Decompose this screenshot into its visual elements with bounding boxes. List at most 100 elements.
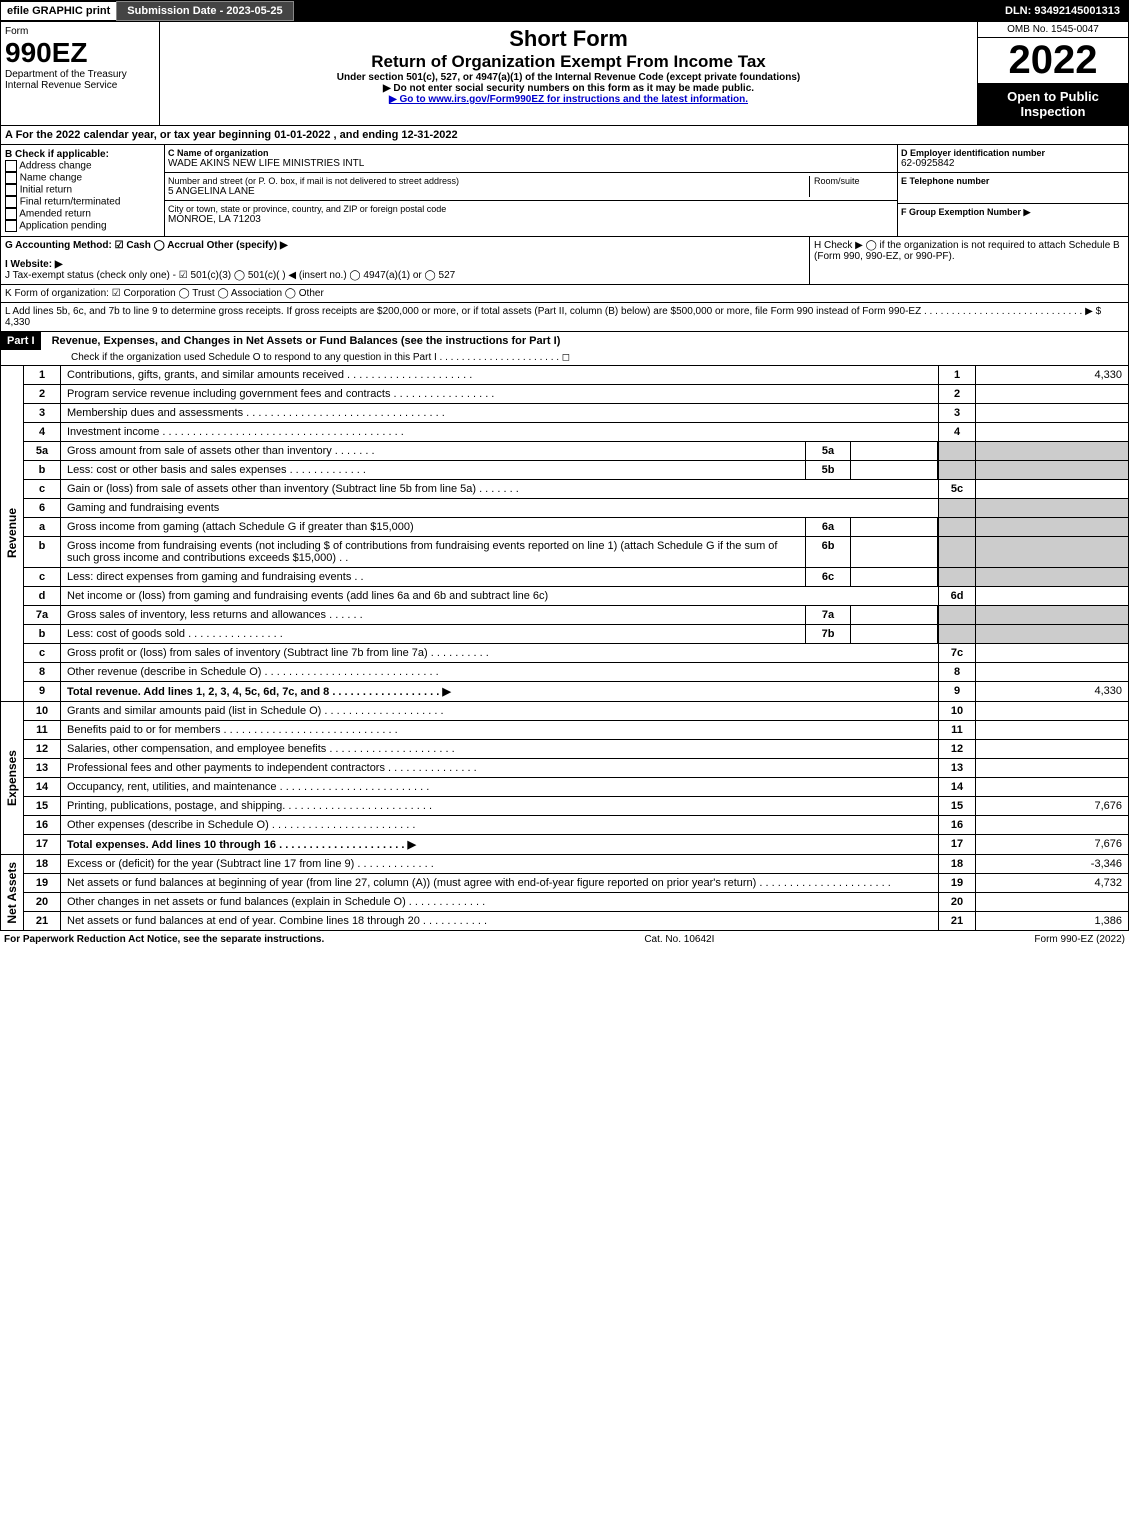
b-opt-0[interactable]: Address change (5, 160, 160, 172)
ln-4: 4 (24, 423, 61, 441)
f-label: F Group Exemption Number ▶ (901, 207, 1125, 218)
ln-10: 10 (24, 702, 61, 720)
ld-17: Total expenses. Add lines 10 through 16 … (61, 835, 938, 854)
ib-5a: 5a (805, 442, 851, 460)
irs-link[interactable]: ▶ Go to www.irs.gov/Form990EZ for instru… (389, 94, 748, 105)
footer: For Paperwork Reduction Act Notice, see … (0, 931, 1129, 948)
ln-19: 19 (24, 874, 61, 892)
iv-6b[interactable] (851, 537, 938, 567)
submission-date-btn[interactable]: Submission Date - 2023-05-25 (116, 1, 293, 21)
revenue-vlabel: Revenue (5, 503, 19, 563)
ln-20: 20 (24, 893, 61, 911)
lb-11: 11 (938, 721, 976, 739)
line-a: A For the 2022 calendar year, or tax yea… (0, 126, 1129, 145)
lv-2 (976, 385, 1128, 403)
ln-14: 14 (24, 778, 61, 796)
ln-11: 11 (24, 721, 61, 739)
lv-7a (976, 606, 1128, 624)
ln-6a: a (24, 518, 61, 536)
iv-5a[interactable] (851, 442, 938, 460)
tax-year: 2022 (978, 38, 1128, 83)
b-opt-3[interactable]: Final return/terminated (5, 196, 160, 208)
lv-19: 4,732 (976, 874, 1128, 892)
ld-6b: Gross income from fundraising events (no… (61, 537, 805, 567)
ld-16: Other expenses (describe in Schedule O) … (61, 816, 938, 834)
form-header-row: Form 990EZ Department of the Treasury In… (0, 22, 1129, 126)
ld-1: Contributions, gifts, grants, and simila… (61, 366, 938, 384)
lv-13 (976, 759, 1128, 777)
lv-20 (976, 893, 1128, 911)
iv-6c[interactable] (851, 568, 938, 586)
lv-12 (976, 740, 1128, 758)
lv-6b (976, 537, 1128, 567)
lv-17: 7,676 (976, 835, 1128, 854)
lb-6b (938, 537, 976, 567)
netassets-vlabel-col: Net Assets (1, 855, 24, 930)
city: MONROE, LA 71203 (168, 214, 894, 225)
form-id-col: Form 990EZ Department of the Treasury In… (1, 22, 160, 125)
ld-6c: Less: direct expenses from gaming and fu… (61, 568, 805, 586)
netassets-section: Net Assets 18Excess or (deficit) for the… (0, 855, 1129, 931)
street-label: Number and street (or P. O. box, if mail… (168, 176, 809, 186)
d-label: D Employer identification number (901, 148, 1125, 158)
irs-label: Internal Revenue Service (5, 80, 155, 91)
box-b: B Check if applicable: Address change Na… (1, 145, 165, 236)
form-label: Form (5, 26, 155, 37)
ln-7c: c (24, 644, 61, 662)
ld-6d: Net income or (loss) from gaming and fun… (61, 587, 938, 605)
lb-7a (938, 606, 976, 624)
iv-7b[interactable] (851, 625, 938, 643)
lb-7b (938, 625, 976, 643)
lb-14: 14 (938, 778, 976, 796)
lb-18: 18 (938, 855, 976, 873)
ld-7c: Gross profit or (loss) from sales of inv… (61, 644, 938, 662)
lv-5c (976, 480, 1128, 498)
part1-header: Part I Revenue, Expenses, and Changes in… (0, 332, 1129, 366)
ib-6c: 6c (805, 568, 851, 586)
ld-12: Salaries, other compensation, and employ… (61, 740, 938, 758)
goto-link[interactable]: ▶ Go to www.irs.gov/Form990EZ for instru… (164, 94, 973, 105)
lv-15: 7,676 (976, 797, 1128, 815)
lb-13: 13 (938, 759, 976, 777)
b-opt-1[interactable]: Name change (5, 172, 160, 184)
expenses-vlabel: Expenses (5, 745, 19, 811)
ln-8: 8 (24, 663, 61, 681)
iv-5b[interactable] (851, 461, 938, 479)
lb-6d: 6d (938, 587, 976, 605)
iv-6a[interactable] (851, 518, 938, 536)
ln-15: 15 (24, 797, 61, 815)
ld-21: Net assets or fund balances at end of ye… (61, 912, 938, 930)
ln-1: 1 (24, 366, 61, 384)
lv-6a (976, 518, 1128, 536)
efile-chip: efile GRAPHIC print (1, 2, 116, 20)
ld-3: Membership dues and assessments . . . . … (61, 404, 938, 422)
pra-notice: For Paperwork Reduction Act Notice, see … (4, 934, 324, 945)
ln-5a: 5a (24, 442, 61, 460)
ln-5b: b (24, 461, 61, 479)
b-opt-2[interactable]: Initial return (5, 184, 160, 196)
part1-check: Check if the organization used Schedule … (1, 350, 1128, 365)
ld-5c: Gain or (loss) from sale of assets other… (61, 480, 938, 498)
lv-6d (976, 587, 1128, 605)
revenue-section: Revenue 1Contributions, gifts, grants, a… (0, 366, 1129, 702)
lv-10 (976, 702, 1128, 720)
lv-6c (976, 568, 1128, 586)
ld-7a: Gross sales of inventory, less returns a… (61, 606, 805, 624)
short-form-title: Short Form (164, 26, 973, 52)
b-opt-4[interactable]: Amended return (5, 208, 160, 220)
lb-5c: 5c (938, 480, 976, 498)
lb-5b (938, 461, 976, 479)
ib-6b: 6b (805, 537, 851, 567)
open-public: Open to Public Inspection (978, 83, 1128, 125)
under-text: Under section 501(c), 527, or 4947(a)(1)… (164, 72, 973, 83)
lb-5a (938, 442, 976, 460)
iv-7a[interactable] (851, 606, 938, 624)
lv-16 (976, 816, 1128, 834)
ld-6a: Gross income from gaming (attach Schedul… (61, 518, 805, 536)
cat-no: Cat. No. 10642I (644, 934, 714, 945)
ld-11: Benefits paid to or for members . . . . … (61, 721, 938, 739)
lv-7b (976, 625, 1128, 643)
b-opt-5[interactable]: Application pending (5, 220, 160, 232)
lv-5a (976, 442, 1128, 460)
lb-6c (938, 568, 976, 586)
